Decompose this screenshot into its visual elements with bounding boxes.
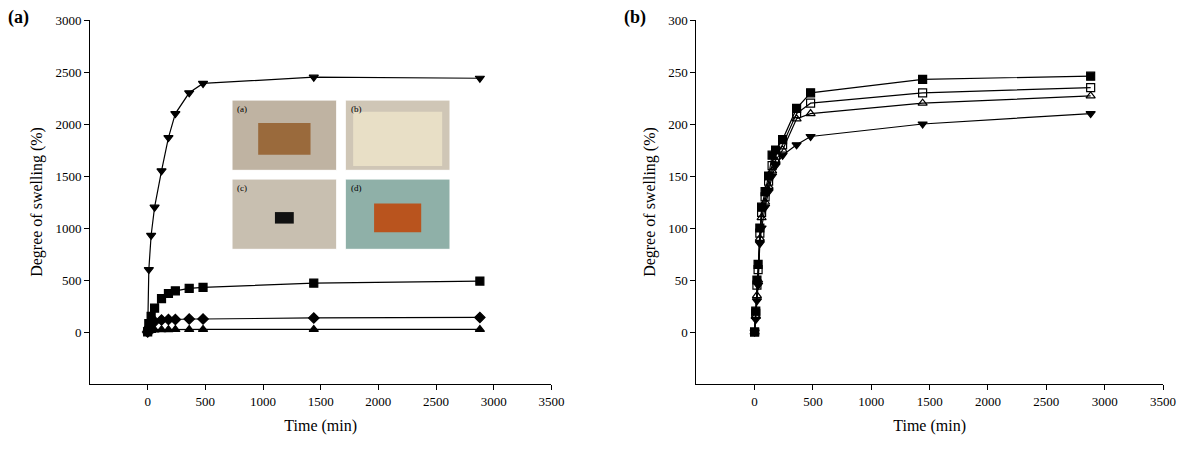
svg-text:0: 0: [751, 394, 758, 409]
svg-text:1000: 1000: [55, 221, 81, 236]
svg-text:Degree of swelling (%): Degree of swelling (%): [28, 127, 46, 277]
svg-text:0: 0: [144, 394, 151, 409]
svg-text:500: 500: [196, 394, 216, 409]
svg-text:(d): (d): [351, 183, 362, 193]
svg-text:3500: 3500: [1150, 394, 1176, 409]
svg-text:500: 500: [803, 394, 823, 409]
svg-text:250: 250: [668, 65, 688, 80]
svg-text:(b): (b): [624, 7, 646, 28]
svg-text:3000: 3000: [481, 394, 507, 409]
svg-text:150: 150: [668, 169, 688, 184]
svg-text:2500: 2500: [55, 65, 81, 80]
svg-text:2000: 2000: [365, 394, 391, 409]
svg-text:300: 300: [668, 13, 688, 28]
svg-text:Time (min): Time (min): [284, 417, 357, 435]
svg-text:3500: 3500: [538, 394, 564, 409]
svg-text:(c): (c): [237, 183, 247, 193]
svg-text:2500: 2500: [423, 394, 449, 409]
svg-text:2500: 2500: [1033, 394, 1059, 409]
svg-text:50: 50: [675, 273, 688, 288]
svg-text:1500: 1500: [917, 394, 943, 409]
svg-text:2000: 2000: [975, 394, 1001, 409]
svg-text:500: 500: [62, 273, 82, 288]
svg-text:100: 100: [668, 221, 688, 236]
svg-text:1500: 1500: [55, 169, 81, 184]
svg-text:1500: 1500: [308, 394, 334, 409]
svg-text:1000: 1000: [250, 394, 276, 409]
svg-text:1000: 1000: [858, 394, 884, 409]
svg-text:3000: 3000: [55, 13, 81, 28]
svg-text:(a): (a): [237, 104, 247, 114]
svg-text:(a): (a): [8, 7, 29, 28]
svg-text:0: 0: [681, 325, 688, 340]
svg-text:(b): (b): [351, 104, 362, 114]
svg-text:3000: 3000: [1092, 394, 1118, 409]
svg-text:200: 200: [668, 117, 688, 132]
svg-text:Time (min): Time (min): [893, 417, 966, 435]
svg-text:0: 0: [75, 325, 82, 340]
svg-text:2000: 2000: [55, 117, 81, 132]
svg-text:Degree of swelling (%): Degree of swelling (%): [641, 127, 659, 277]
